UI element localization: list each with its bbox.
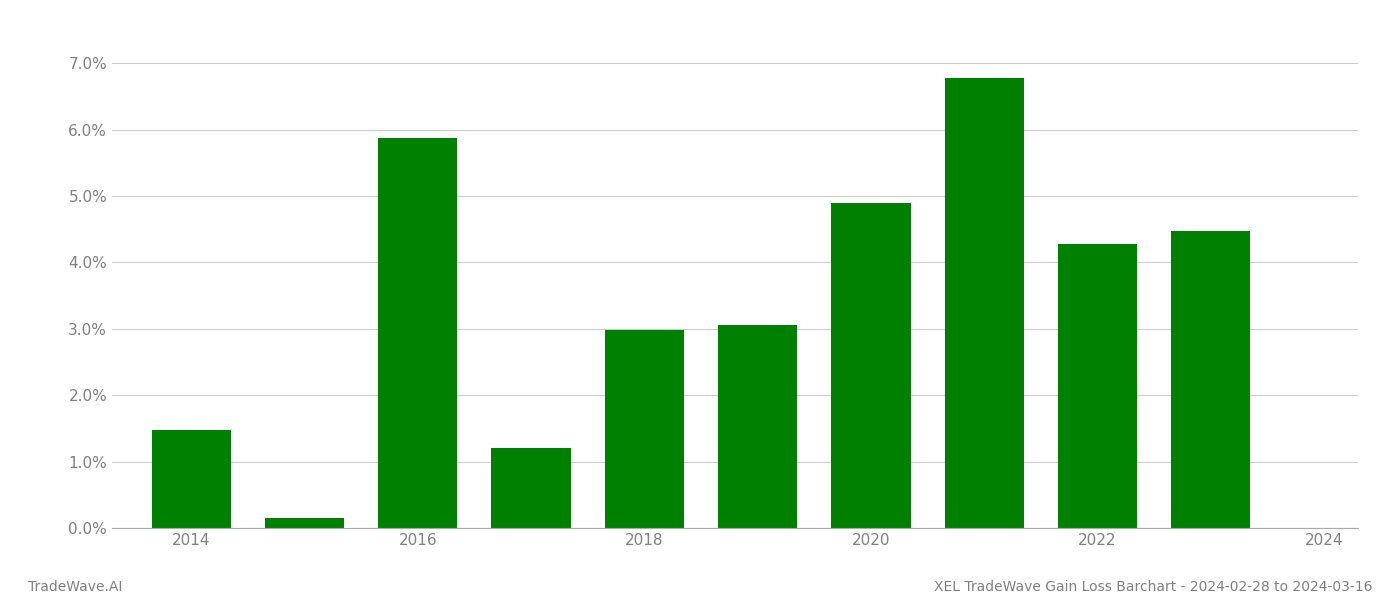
Bar <box>945 78 1023 528</box>
Bar <box>265 518 344 528</box>
Bar <box>151 430 231 528</box>
Bar <box>1058 244 1137 528</box>
Bar <box>718 325 798 528</box>
Bar <box>378 137 458 528</box>
Text: XEL TradeWave Gain Loss Barchart - 2024-02-28 to 2024-03-16: XEL TradeWave Gain Loss Barchart - 2024-… <box>934 580 1372 594</box>
Bar <box>832 203 910 528</box>
Bar <box>605 330 685 528</box>
Text: TradeWave.AI: TradeWave.AI <box>28 580 122 594</box>
Bar <box>1172 230 1250 528</box>
Bar <box>491 448 571 528</box>
